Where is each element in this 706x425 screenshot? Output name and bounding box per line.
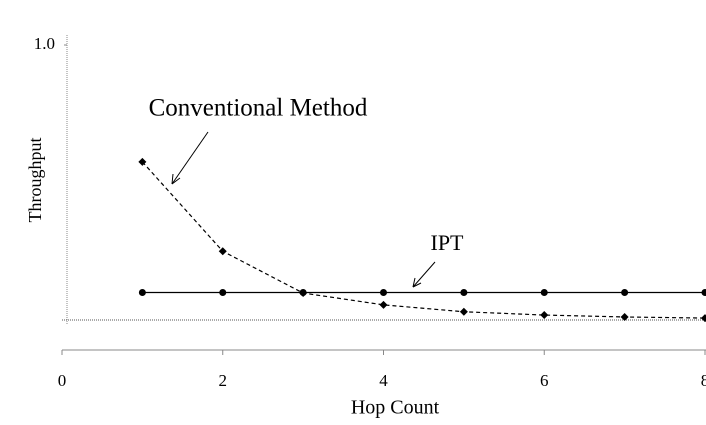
x-tick-label: 6 xyxy=(540,371,549,390)
marker xyxy=(620,312,629,321)
marker xyxy=(540,289,548,296)
marker xyxy=(540,311,549,320)
marker xyxy=(138,289,146,296)
marker xyxy=(460,289,468,296)
marker xyxy=(218,247,227,256)
x-tick-label: 4 xyxy=(379,371,388,390)
marker xyxy=(380,289,387,296)
marker xyxy=(138,157,147,166)
annotation: Conventional Method xyxy=(149,95,368,122)
y-axis-label: Throughput xyxy=(25,138,45,223)
arrow-head xyxy=(412,277,422,288)
arrow-head xyxy=(171,173,181,185)
marker xyxy=(379,300,388,309)
marker xyxy=(299,289,307,296)
y-tick-label: 1.0 xyxy=(34,34,55,53)
marker xyxy=(701,314,706,323)
arrow xyxy=(412,261,436,288)
x-axis-label: Hop Count xyxy=(351,397,440,419)
annotation: IPT xyxy=(431,230,465,255)
marker xyxy=(701,289,706,296)
marker xyxy=(219,289,227,296)
marker xyxy=(459,307,468,316)
marker xyxy=(621,289,629,296)
x-tick-label: 8 xyxy=(701,371,706,390)
series-line xyxy=(141,161,706,319)
x-tick-label: 0 xyxy=(58,371,67,390)
x-tick-label: 2 xyxy=(219,371,228,390)
arrow xyxy=(171,131,209,185)
